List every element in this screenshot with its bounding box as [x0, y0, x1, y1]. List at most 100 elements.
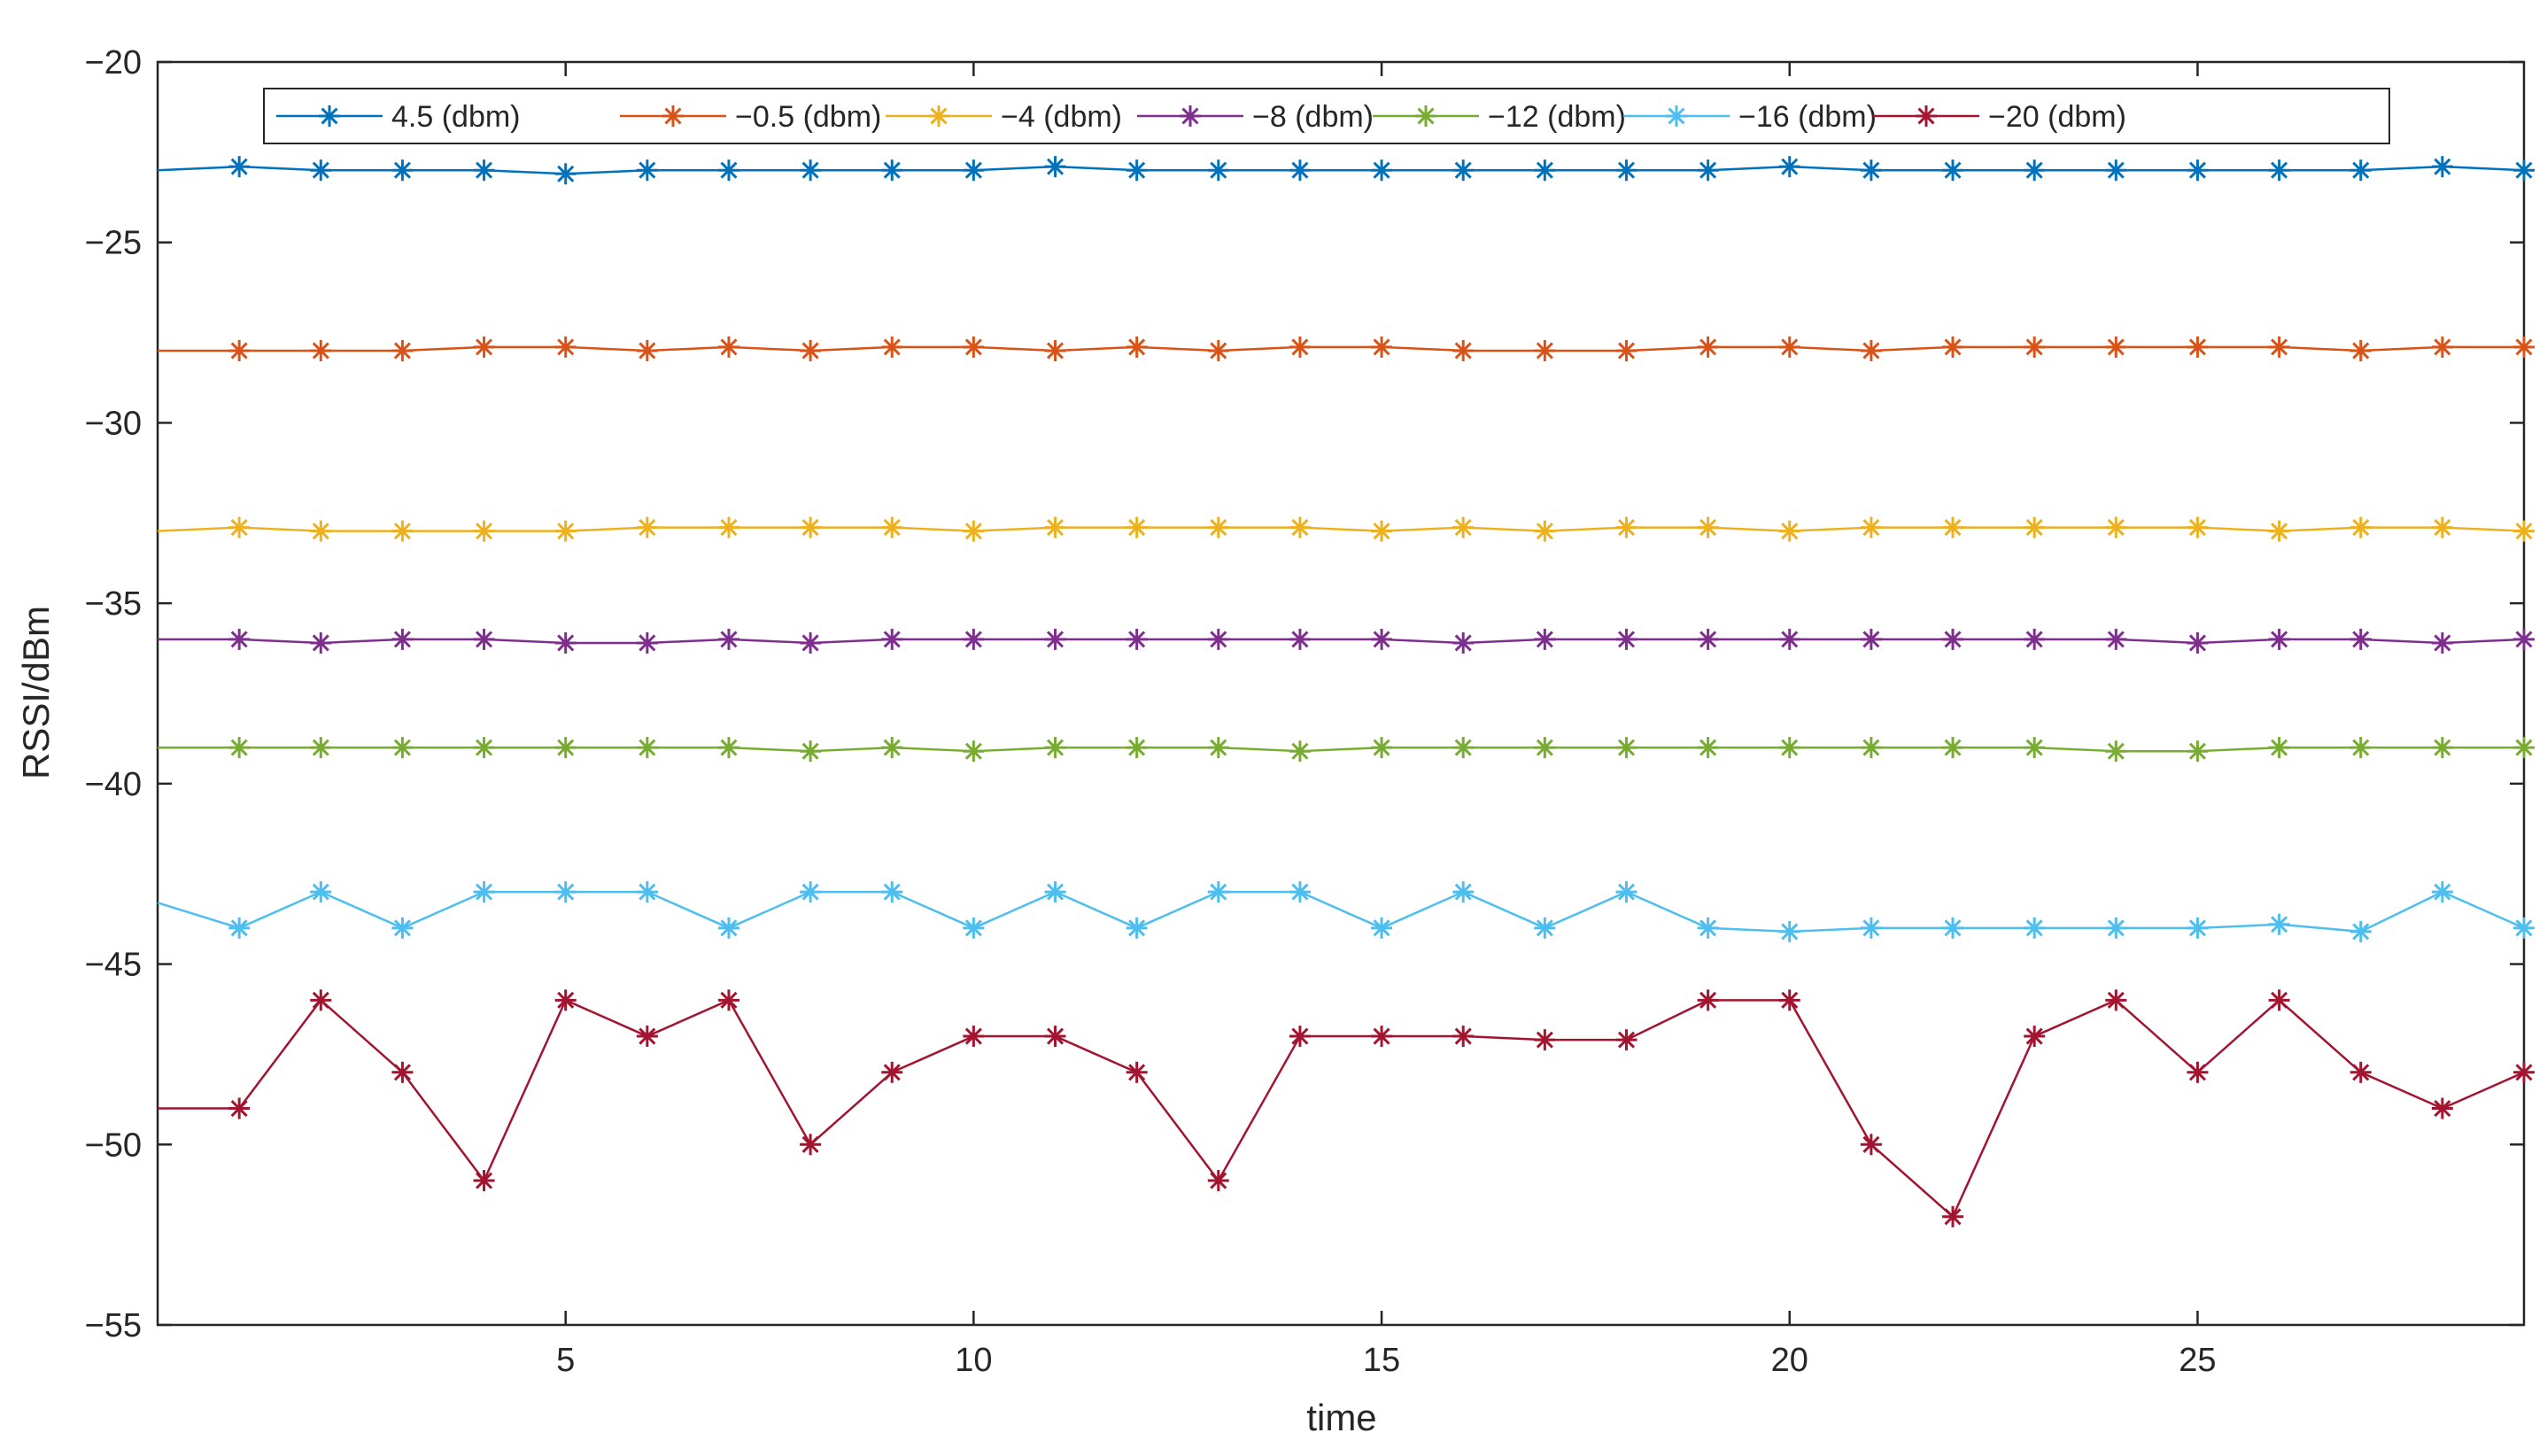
legend-label: −20 (dbm)	[1988, 100, 2126, 134]
x-tick-label: 20	[1771, 1342, 1808, 1379]
data-point	[1778, 737, 1800, 759]
data-point	[881, 336, 903, 358]
data-point	[554, 631, 577, 654]
data-point	[1207, 339, 1229, 361]
data-point	[963, 917, 985, 939]
data-point	[1534, 737, 1556, 759]
data-point	[2187, 516, 2209, 538]
data-point	[717, 516, 739, 538]
data-point	[1044, 156, 1066, 178]
data-point	[2350, 1061, 2372, 1083]
legend-entry: 4.5 (dbm)	[276, 100, 521, 134]
data-point	[2431, 336, 2453, 358]
data-point	[2024, 516, 2046, 538]
data-point	[2513, 159, 2535, 182]
y-tick-label: −20	[85, 44, 142, 81]
data-point	[800, 159, 822, 182]
data-point	[717, 989, 739, 1011]
legend-marker	[1415, 105, 1436, 127]
legend-label: −16 (dbm)	[1738, 100, 1877, 134]
data-point	[1044, 339, 1066, 361]
data-point	[554, 336, 577, 358]
y-tick-label: −35	[85, 585, 142, 623]
data-point	[554, 520, 577, 542]
data-point	[1534, 628, 1556, 650]
series-4	[158, 737, 2535, 763]
data-point	[1289, 1026, 1311, 1048]
series-line	[157, 890, 2525, 933]
data-point	[1860, 628, 1882, 650]
x-axis-label: time	[1306, 1397, 1376, 1438]
y-tick-label: −45	[85, 947, 142, 984]
data-point	[2513, 737, 2535, 759]
legend-entry: −12 (dbm)	[1373, 100, 1626, 134]
data-point	[1289, 516, 1311, 538]
data-point	[963, 628, 985, 650]
data-point	[2187, 336, 2209, 358]
y-tick-label: −50	[85, 1127, 142, 1164]
data-point	[1860, 516, 1882, 538]
legend-marker	[1666, 105, 1687, 127]
x-tick-label: 10	[955, 1342, 992, 1379]
data-point	[310, 631, 332, 654]
series-1	[158, 336, 2535, 361]
data-point	[1452, 1026, 1475, 1048]
data-point	[1044, 737, 1066, 759]
data-point	[391, 1061, 414, 1083]
data-point	[2268, 628, 2290, 650]
data-point	[2513, 1061, 2535, 1083]
data-point	[2105, 628, 2127, 650]
data-point	[1207, 516, 1229, 538]
data-point	[636, 1026, 658, 1048]
data-point	[1615, 516, 1637, 538]
legend-label: −8 (dbm)	[1252, 100, 1374, 134]
x-tick-label: 15	[1363, 1342, 1400, 1379]
plot-frame	[156, 60, 2526, 1327]
data-point	[2431, 881, 2453, 903]
legend-label: 4.5 (dbm)	[391, 100, 521, 134]
legend-marker	[1916, 105, 1937, 127]
data-point	[1778, 336, 1800, 358]
data-point	[2187, 740, 2209, 763]
data-point	[717, 628, 739, 650]
legend-marker	[662, 105, 684, 127]
data-point	[1371, 159, 1393, 182]
data-point	[1126, 159, 1148, 182]
data-point	[881, 737, 903, 759]
data-point	[1289, 881, 1311, 903]
data-point	[1126, 628, 1148, 650]
data-point	[1534, 159, 1556, 182]
data-point	[391, 628, 414, 650]
data-point	[554, 881, 577, 903]
data-point	[1860, 339, 1882, 361]
data-point	[1126, 1061, 1148, 1083]
data-point	[1207, 628, 1229, 650]
data-point	[717, 159, 739, 182]
data-point	[1778, 989, 1800, 1011]
data-point	[1371, 917, 1393, 939]
data-point	[1615, 881, 1637, 903]
legend-entry: −8 (dbm)	[1137, 100, 1374, 134]
legend-marker	[928, 105, 949, 127]
series-6	[158, 989, 2535, 1228]
data-point	[1534, 339, 1556, 361]
data-point	[2187, 917, 2209, 939]
data-point	[1942, 917, 1964, 939]
data-point	[310, 159, 332, 182]
data-point	[2350, 339, 2372, 361]
series-3	[158, 628, 2535, 654]
data-point	[1534, 1029, 1556, 1051]
data-point	[2105, 740, 2127, 763]
data-point	[1697, 917, 1719, 939]
data-point	[1452, 631, 1475, 654]
data-point	[1452, 516, 1475, 538]
data-point	[1207, 737, 1229, 759]
data-point	[1289, 628, 1311, 650]
data-point	[800, 1134, 822, 1156]
data-point	[473, 737, 495, 759]
legend-box	[263, 88, 2390, 144]
data-point	[2024, 917, 2046, 939]
data-point	[391, 339, 414, 361]
data-point	[881, 159, 903, 182]
